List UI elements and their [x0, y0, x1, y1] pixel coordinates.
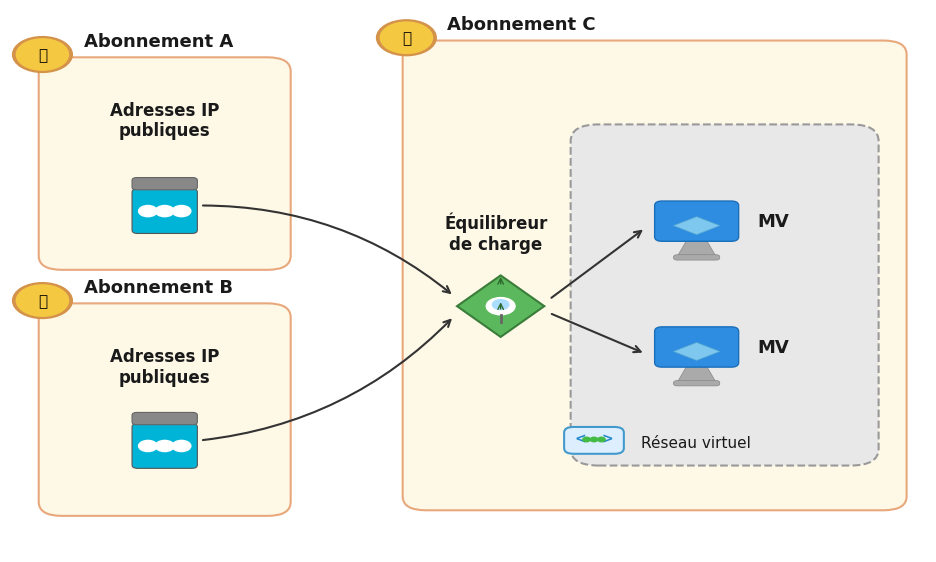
Text: 🔑: 🔑	[37, 294, 47, 309]
FancyBboxPatch shape	[132, 178, 197, 190]
Circle shape	[155, 206, 174, 217]
Text: Réseau virtuel: Réseau virtuel	[640, 436, 751, 451]
Text: Abonnement B: Abonnement B	[83, 279, 232, 297]
Circle shape	[139, 206, 157, 217]
Text: Abonnement C: Abonnement C	[447, 16, 596, 34]
FancyBboxPatch shape	[571, 124, 879, 465]
Circle shape	[380, 22, 432, 53]
Circle shape	[12, 283, 72, 319]
Circle shape	[172, 206, 191, 217]
Text: Adresses IP
publiques: Adresses IP publiques	[110, 348, 219, 387]
FancyBboxPatch shape	[38, 303, 291, 516]
Circle shape	[139, 441, 157, 451]
Text: Équilibreur
de charge: Équilibreur de charge	[445, 213, 548, 254]
Circle shape	[155, 441, 174, 451]
Text: Abonnement A: Abonnement A	[83, 33, 233, 51]
Text: >: >	[602, 433, 613, 446]
FancyBboxPatch shape	[674, 380, 720, 386]
Circle shape	[591, 437, 598, 442]
FancyBboxPatch shape	[38, 57, 291, 270]
Polygon shape	[678, 367, 715, 382]
FancyBboxPatch shape	[674, 255, 720, 260]
FancyBboxPatch shape	[654, 201, 739, 241]
FancyBboxPatch shape	[654, 327, 739, 367]
Text: MV: MV	[757, 339, 789, 357]
FancyBboxPatch shape	[132, 424, 197, 468]
Text: 🔑: 🔑	[37, 48, 47, 63]
Text: MV: MV	[757, 214, 789, 232]
Text: Adresses IP
publiques: Adresses IP publiques	[110, 102, 219, 140]
Circle shape	[172, 441, 191, 451]
Polygon shape	[674, 217, 720, 234]
FancyBboxPatch shape	[132, 413, 197, 425]
Polygon shape	[674, 342, 720, 360]
Circle shape	[583, 437, 591, 442]
Circle shape	[12, 37, 72, 72]
Circle shape	[487, 297, 515, 315]
FancyBboxPatch shape	[402, 40, 907, 510]
Circle shape	[16, 285, 68, 316]
Circle shape	[492, 300, 509, 310]
Text: <: <	[575, 433, 586, 446]
FancyBboxPatch shape	[132, 189, 197, 233]
FancyBboxPatch shape	[564, 427, 624, 454]
Circle shape	[16, 39, 68, 70]
Circle shape	[598, 437, 606, 442]
Polygon shape	[678, 241, 715, 256]
Text: 🔑: 🔑	[402, 31, 411, 46]
Polygon shape	[457, 275, 545, 337]
Circle shape	[376, 20, 436, 56]
